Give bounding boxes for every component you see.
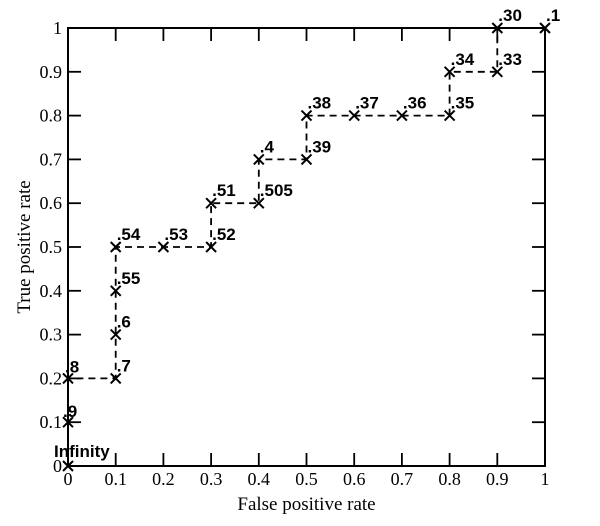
roc-threshold-labels: Infinity .9 .8 .7 .6 .55 .54 .53 .52 .51 .505 .4 .39…	[54, 6, 560, 461]
data-point-marker	[539, 22, 551, 34]
threshold-label: .51	[212, 181, 236, 200]
data-point-marker	[109, 241, 122, 253]
threshold-label: .37	[355, 94, 379, 113]
data-point-marker	[253, 153, 265, 166]
threshold-label: .55	[117, 269, 141, 288]
threshold-label: .36	[403, 94, 427, 113]
y-axis-ticks	[68, 27, 81, 467]
threshold-label: .30	[498, 6, 522, 25]
x-tick-label: 0	[64, 469, 73, 489]
y-tick-label: 0.8	[40, 106, 63, 126]
x-tick-label: 0.1	[104, 469, 127, 489]
data-point-marker	[491, 66, 504, 78]
data-point-marker	[396, 109, 408, 122]
data-point-marker	[205, 197, 217, 209]
threshold-label: .8	[65, 357, 79, 376]
x-axis-ticks	[67, 453, 546, 466]
top-border-ticks	[114, 28, 499, 41]
threshold-label: .35	[451, 94, 475, 113]
y-tick-label: 1	[53, 18, 62, 38]
data-point-marker	[300, 153, 313, 166]
x-tick-label: 0.6	[343, 469, 366, 489]
threshold-label: .7	[117, 356, 131, 375]
y-tick-label: 0.4	[40, 281, 63, 301]
roc-curve-line	[67, 27, 545, 466]
data-point-marker	[443, 66, 456, 78]
roc-curve-path	[67, 27, 545, 466]
x-tick-labels: 0 0.1 0.2 0.3 0.4 0.5 0.6 0.7 0.8 0.9 1	[64, 469, 550, 489]
x-tick-label: 0.7	[391, 469, 414, 489]
data-point-marker	[348, 109, 360, 122]
threshold-label: .1	[546, 6, 560, 25]
x-tick-label: 0.5	[295, 469, 318, 489]
threshold-label: .33	[498, 50, 522, 69]
y-tick-label: 0.5	[40, 237, 63, 257]
threshold-label: .54	[117, 225, 141, 244]
data-point-marker	[300, 109, 313, 122]
x-tick-label: 0.2	[152, 469, 175, 489]
data-point-marker	[62, 460, 74, 472]
data-point-marker	[253, 197, 265, 209]
threshold-label: Infinity	[54, 442, 110, 461]
y-tick-label: 0	[53, 456, 62, 476]
threshold-label: .53	[164, 225, 188, 244]
x-tick-label: 0.3	[200, 469, 223, 489]
y-axis-title: True positive rate	[14, 180, 35, 313]
x-tick-label: 0.4	[248, 469, 271, 489]
threshold-label: .34	[451, 50, 475, 69]
y-tick-label: 0.6	[40, 193, 63, 213]
x-tick-label: 1	[541, 469, 550, 489]
threshold-label: .9	[63, 402, 77, 421]
x-axis-title: False positive rate	[237, 494, 375, 515]
data-point-marker	[109, 372, 122, 385]
threshold-label: .4	[260, 137, 275, 156]
data-point-marker	[205, 241, 217, 253]
data-point-marker	[491, 22, 504, 34]
threshold-label: .39	[308, 137, 332, 156]
x-tick-label: 0.8	[438, 469, 461, 489]
data-point-marker	[443, 109, 456, 122]
data-point-marker	[62, 372, 74, 385]
data-point-marker	[157, 241, 170, 253]
y-tick-label: 0.3	[40, 325, 63, 345]
data-point-marker	[109, 328, 122, 341]
threshold-label: .505	[260, 181, 293, 200]
y-tick-label: 0.9	[40, 62, 63, 82]
threshold-label: .52	[212, 225, 236, 244]
roc-point-markers	[62, 22, 551, 472]
data-point-marker	[109, 285, 122, 297]
y-tick-labels: 0 0.1 0.2 0.3 0.4 0.5 0.6 0.7 0.8 0.9 1	[40, 18, 63, 476]
y-tick-label: 0.2	[40, 368, 63, 388]
threshold-label: .38	[308, 94, 332, 113]
right-border-ticks	[532, 70, 545, 424]
threshold-label: .6	[117, 313, 131, 332]
data-point-marker	[62, 416, 74, 428]
y-tick-label: 0.7	[40, 149, 63, 169]
x-tick-label: 0.9	[486, 469, 509, 489]
y-tick-label: 0.1	[40, 412, 63, 432]
